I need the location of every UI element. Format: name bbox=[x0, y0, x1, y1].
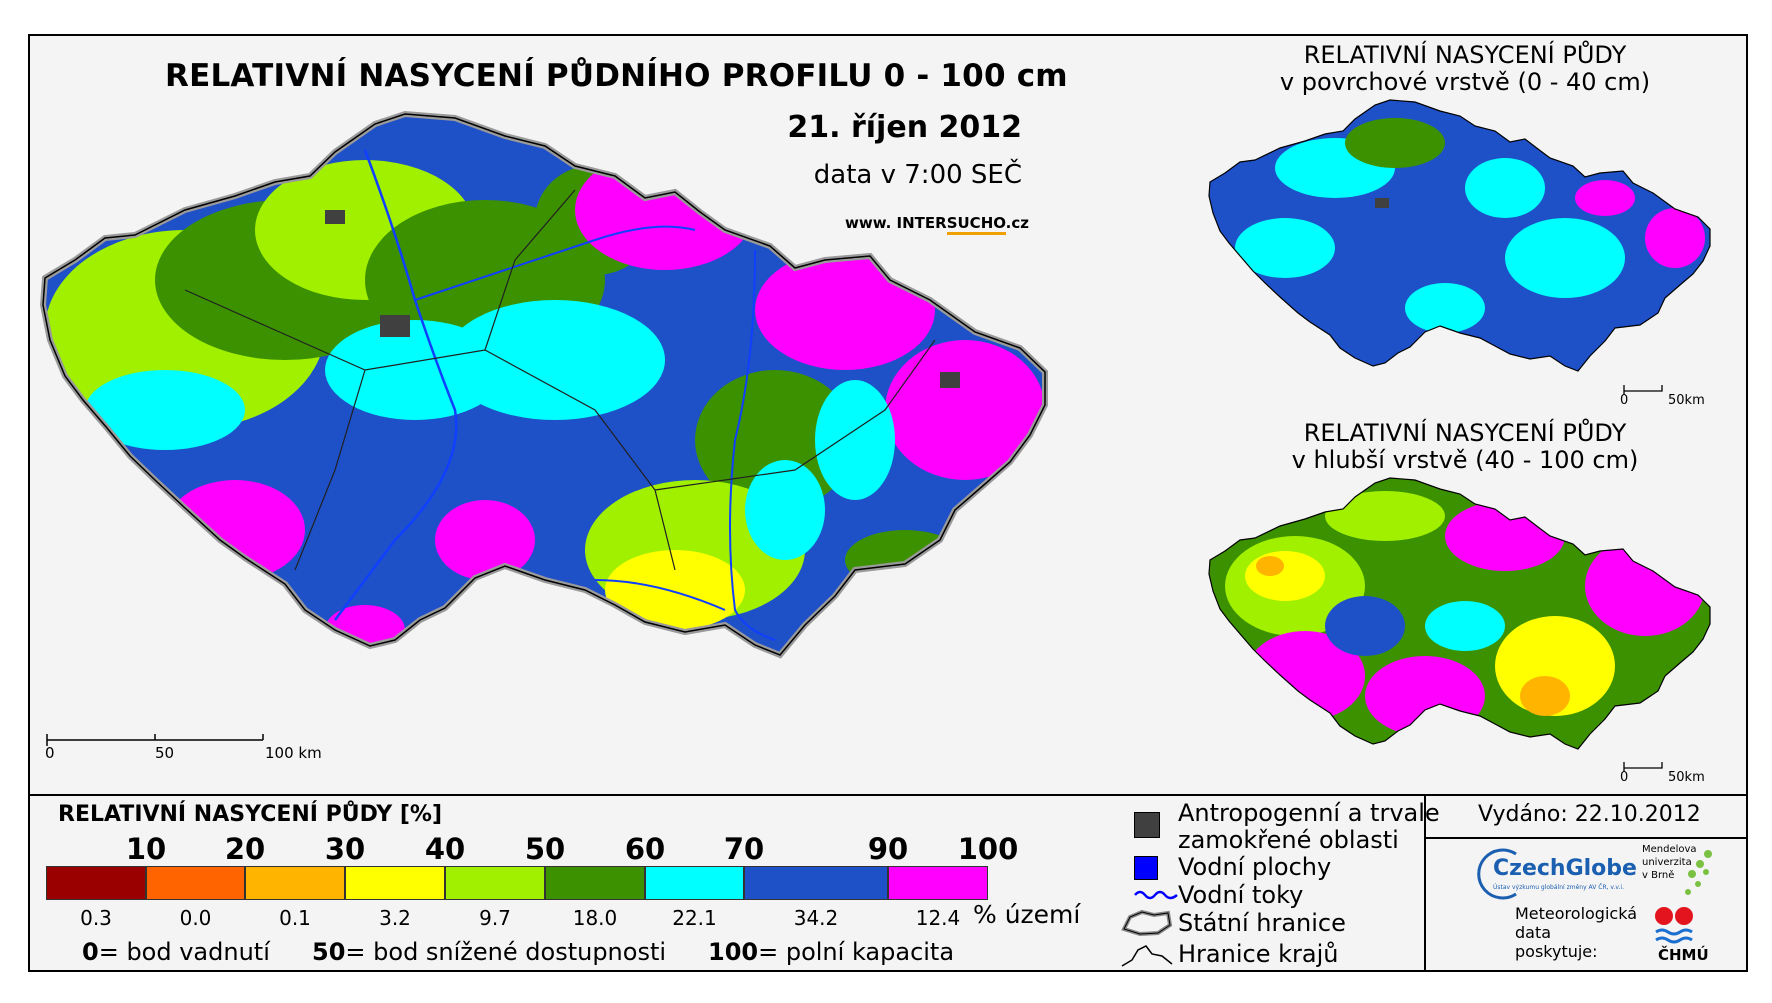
legend-share-0: 0.3 bbox=[80, 906, 112, 930]
legend-share-8: 12.4 bbox=[915, 906, 961, 930]
legend-class-7 bbox=[744, 866, 888, 900]
inset-top-map bbox=[1208, 99, 1711, 372]
legend-class-4 bbox=[445, 866, 545, 900]
inset-top-scale-50: 50km bbox=[1668, 393, 1705, 408]
river-line-icon bbox=[1134, 890, 1178, 900]
inset-bottom-map bbox=[1208, 477, 1711, 750]
inset-bottom-scale-bar bbox=[1623, 762, 1663, 772]
symbol-label-water-bodies: Vodní plochy bbox=[1178, 853, 1332, 881]
inset-top-scale-0: 0 bbox=[1620, 393, 1629, 408]
inset-bottom-title: RELATIVNÍ NASYCENÍ PŮDY v hlubší vrstvě … bbox=[1291, 419, 1639, 474]
credits-separator bbox=[1424, 837, 1748, 839]
issued-date: Vydáno: 22.10.2012 bbox=[1478, 802, 1701, 827]
inset-top-title: RELATIVNÍ NASYCENÍ PŮDY v povrchové vrst… bbox=[1279, 41, 1651, 96]
legend-class-2 bbox=[245, 866, 345, 900]
legend-class-5 bbox=[545, 866, 645, 900]
legend-class-6 bbox=[645, 866, 744, 900]
czechglobe-subtitle: Ústav výzkumu globální změny AV ČR, v.v.… bbox=[1493, 884, 1624, 891]
legend-share-1: 0.0 bbox=[179, 906, 212, 930]
legend-threshold-5: 60 bbox=[624, 832, 666, 866]
legend-threshold-8: 100 bbox=[957, 832, 1019, 866]
state-border-icon bbox=[1121, 909, 1173, 937]
map-date: 21. říjen 2012 bbox=[787, 110, 1022, 145]
legend-threshold-0: 10 bbox=[125, 832, 167, 866]
credits-box bbox=[1424, 794, 1748, 972]
page-title: RELATIVNÍ NASYCENÍ PŮDNÍHO PROFILU 0 - 1… bbox=[165, 58, 1068, 94]
legend-threshold-2: 30 bbox=[324, 832, 366, 866]
legend-note-100: 100= polní kapacita bbox=[708, 938, 955, 966]
legend-share-2: 0.1 bbox=[279, 906, 311, 930]
legend-share-3: 3.2 bbox=[379, 906, 411, 930]
legend-note-50: 50= bod snížené dostupnosti bbox=[312, 938, 667, 966]
legend-class-8 bbox=[888, 866, 988, 900]
legend-threshold-3: 40 bbox=[424, 832, 466, 866]
main-scale-label-50: 50 bbox=[155, 744, 175, 762]
legend-threshold-6: 70 bbox=[723, 832, 765, 866]
legend-class-1 bbox=[146, 866, 245, 900]
symbol-label-rivers: Vodní toky bbox=[1178, 881, 1304, 909]
legend-threshold-4: 50 bbox=[524, 832, 566, 866]
inset-bottom-scale-0: 0 bbox=[1620, 770, 1629, 785]
symbol-label-anthropogenic: Antropogenní a trvale zamokřené oblasti bbox=[1178, 799, 1440, 854]
legend-class-0 bbox=[46, 866, 146, 900]
czechglobe-logo-icon bbox=[1477, 848, 1517, 900]
region-border-icon bbox=[1121, 945, 1173, 967]
inset-bottom-scale-50: 50km bbox=[1668, 770, 1705, 785]
met-data-text: Meteorologická data poskytuje: bbox=[1515, 904, 1637, 961]
chmu-logo-icon bbox=[1655, 907, 1693, 944]
main-scale-bar bbox=[46, 734, 264, 746]
symbol-label-state-border: Státní hranice bbox=[1178, 909, 1346, 937]
website-link[interactable]: www. INTERSUCHO.cz bbox=[845, 214, 1029, 235]
gray-square-icon bbox=[1134, 812, 1160, 838]
legend-share-7: 34.2 bbox=[793, 906, 839, 930]
legend-threshold-7: 90 bbox=[867, 832, 909, 866]
main-scale-label-0: 0 bbox=[45, 744, 55, 762]
legend-separator bbox=[28, 794, 1748, 796]
chmu-logo-text: ČHMÚ bbox=[1658, 946, 1709, 964]
legend-class-3 bbox=[345, 866, 445, 900]
main-map bbox=[39, 110, 1048, 659]
legend-note-0: 0= bod vadnutí bbox=[82, 938, 270, 966]
blue-square-icon bbox=[1134, 856, 1158, 880]
mendel-dots-icon bbox=[1685, 850, 1712, 895]
data-time: data v 7:00 SEČ bbox=[813, 160, 1022, 190]
legend-share-6: 22.1 bbox=[672, 906, 717, 930]
legend-share-4: 9.7 bbox=[479, 906, 511, 930]
mendel-university-text: Mendelova univerzita v Brně bbox=[1642, 844, 1697, 881]
main-scale-label-100: 100 km bbox=[265, 744, 322, 762]
inset-top-scale-bar bbox=[1623, 385, 1663, 395]
legend-threshold-1: 20 bbox=[224, 832, 266, 866]
legend-share-5: 18.0 bbox=[572, 906, 618, 930]
legend-share-unit: % území bbox=[973, 900, 1081, 929]
symbol-label-region-border: Hranice krajů bbox=[1178, 940, 1339, 968]
legend-title: RELATIVNÍ NASYCENÍ PŮDY [%] bbox=[58, 802, 443, 827]
czechglobe-logo-text: CzechGlobe bbox=[1493, 856, 1637, 881]
